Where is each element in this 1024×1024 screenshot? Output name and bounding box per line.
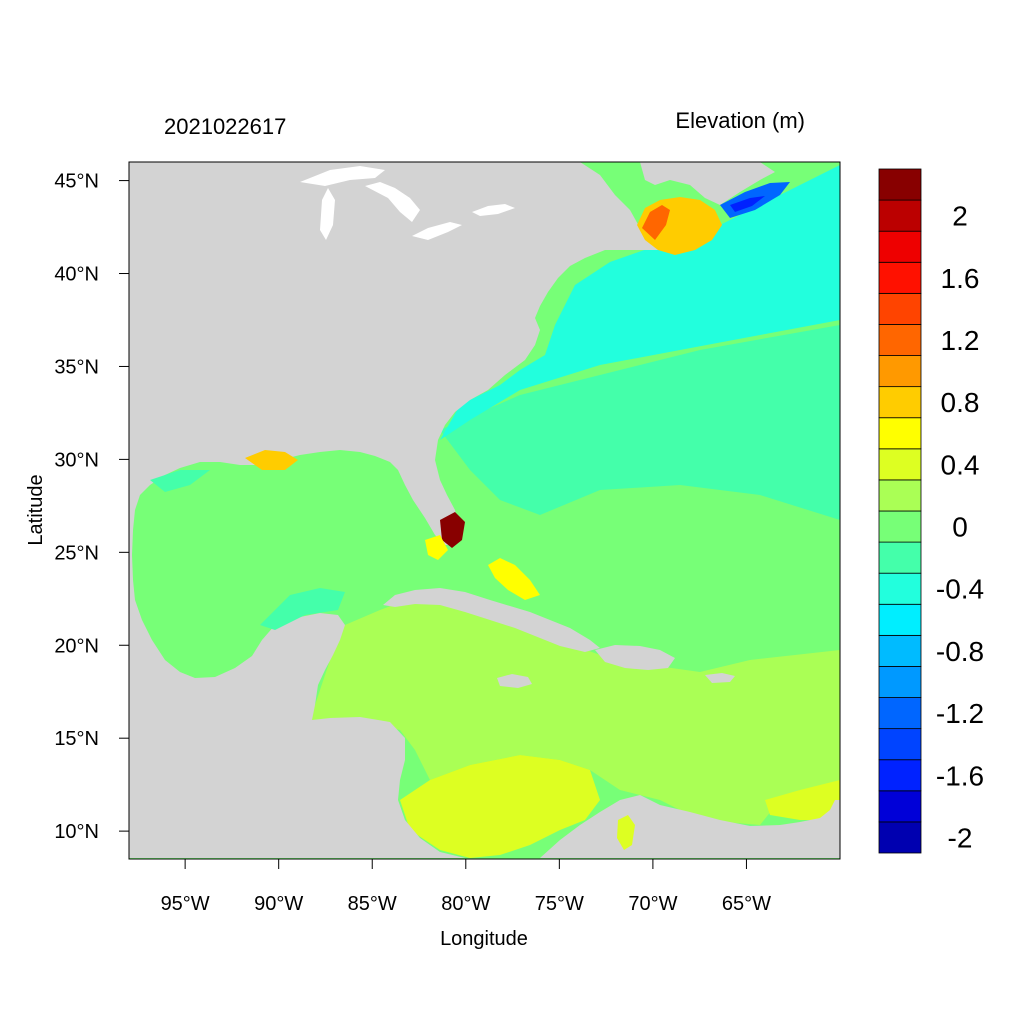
- colorbar-swatch: [878, 168, 922, 201]
- gulf-shelf-zone: [150, 470, 210, 492]
- colorbar-swatch: [878, 541, 922, 574]
- colorbar-swatch: [878, 230, 922, 263]
- y-tick-label: 15°N: [54, 728, 99, 750]
- nova-scotia-low-core: [730, 196, 765, 212]
- jamaica-island: [497, 674, 532, 688]
- south-america-landmass: [540, 795, 840, 858]
- y-tick-label: 40°N: [54, 264, 99, 286]
- x-tick-label: 80°W: [441, 893, 490, 915]
- colorbar-swatch: [878, 386, 922, 419]
- florida-bay-zone: [425, 535, 448, 560]
- x-axis-ticks: 95°W 90°W 85°W 80°W 75°W 70°W 65°W: [161, 859, 771, 915]
- colorbar-swatch: [878, 634, 922, 667]
- venezuela-coast-zone: [765, 780, 840, 820]
- colorbar-swatch: [878, 355, 922, 388]
- colorbar-label: 1.2: [941, 325, 980, 356]
- x-tick-label: 65°W: [722, 893, 771, 915]
- lake-maracaibo: [617, 815, 635, 850]
- colorbar-swatch: [878, 448, 922, 481]
- caribbean-zone: [310, 595, 840, 825]
- shelf-zone: [440, 165, 840, 440]
- x-tick-label: 75°W: [535, 893, 584, 915]
- colorbar-swatch: [878, 510, 922, 543]
- puerto-rico-island: [705, 673, 735, 683]
- colorbar-label: 2: [952, 201, 968, 232]
- x-tick-label: 85°W: [348, 893, 397, 915]
- colorbar-swatch: [878, 821, 922, 854]
- hispaniola-island: [595, 645, 675, 670]
- x-tick-label: 95°W: [161, 893, 210, 915]
- great-lakes: [300, 166, 515, 240]
- colorbar-label: -2: [948, 822, 973, 853]
- colorbar-swatch: [878, 603, 922, 636]
- bay-of-fundy-zone: [642, 205, 670, 240]
- colorbar-swatch: [878, 479, 922, 512]
- map-panel: [129, 162, 840, 859]
- x-tick-label: 70°W: [628, 893, 677, 915]
- colorbar-swatch: [878, 417, 922, 450]
- colorbar-label: -0.4: [936, 574, 984, 605]
- colorbar-swatch: [878, 292, 922, 325]
- colorbar-swatch: [878, 324, 922, 356]
- colorbar-label: 0.8: [941, 387, 980, 418]
- y-axis-label: Latitude: [25, 474, 47, 545]
- timestamp-title: 2021022617: [164, 114, 286, 139]
- yucatan-shelf-zone: [260, 588, 345, 630]
- south-caribbean-zone: [400, 755, 600, 858]
- colorbar-swatch: [878, 572, 922, 605]
- bahamas-bank-zone: [488, 558, 540, 600]
- florida-surge-zone: [440, 512, 465, 548]
- cuba-island: [383, 588, 600, 652]
- colorbar-label: 0: [952, 512, 968, 543]
- colorbar-swatch: [878, 728, 922, 761]
- y-tick-label: 35°N: [54, 356, 99, 378]
- colorbar-label: 1.6: [941, 263, 980, 294]
- y-tick-label: 45°N: [54, 171, 99, 193]
- y-tick-label: 10°N: [54, 821, 99, 843]
- atlantic-mid-zone: [440, 325, 840, 520]
- y-tick-label: 20°N: [54, 635, 99, 657]
- x-axis-label: Longitude: [440, 928, 528, 950]
- colorbar-label: -1.6: [936, 760, 984, 791]
- colorbar-label: -1.2: [936, 698, 984, 729]
- x-tick-label: 90°W: [254, 893, 303, 915]
- colorbar-swatch: [878, 666, 922, 698]
- north-america-landmass: [129, 162, 660, 858]
- plot-frame: [128, 161, 841, 860]
- y-tick-label: 25°N: [54, 542, 99, 564]
- colorbar-swatch: [878, 790, 922, 823]
- louisiana-surge-zone: [245, 450, 298, 470]
- maritimes-landmass: [640, 162, 775, 205]
- colorbar-label: -0.8: [936, 636, 984, 667]
- y-axis-ticks: 45°N 40°N 35°N 30°N 25°N 20°N 15°N 10°N: [54, 171, 129, 843]
- colorbar-swatch: [878, 759, 922, 792]
- colorbar-swatch: [878, 199, 922, 232]
- colorbar-swatch: [878, 261, 922, 294]
- colorbar-swatch: [878, 697, 922, 730]
- y-tick-label: 30°N: [54, 449, 99, 471]
- colorbar-label: 0.4: [941, 449, 980, 480]
- variable-title: Elevation (m): [675, 108, 805, 133]
- colorbar-labels: 2 1.6 1.2 0.8 0.4 0 -0.4 -0.8 -1.2 -1.6 -2: [936, 201, 984, 854]
- colorbar: [878, 168, 922, 854]
